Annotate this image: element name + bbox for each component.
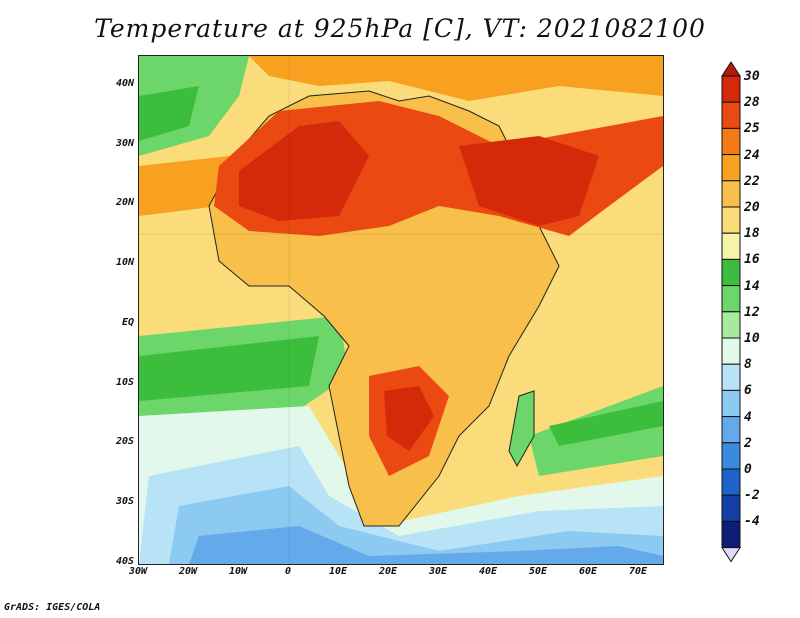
colorbar-swatch (721, 232, 741, 260)
lon-tick-20w: 20W (178, 566, 198, 577)
colorbar-swatch (721, 127, 741, 156)
colorbar-label: 16 (744, 252, 760, 268)
colorbar-label: 25 (744, 121, 760, 137)
colorbar-swatch (721, 337, 741, 365)
colorbar-label: -2 (744, 488, 760, 504)
hot-core-west-sahara (239, 121, 369, 221)
field-indian-ocean-core (549, 401, 663, 446)
colorbar-label: 22 (744, 173, 760, 189)
lon-tick-20e: 20E (378, 566, 398, 577)
colorbar-label: 20 (744, 200, 760, 215)
lat-tick-10s: 10S (115, 377, 134, 388)
colorbar-label: -4 (744, 514, 760, 530)
colorbar-swatch (721, 363, 741, 391)
field-south-atlantic-core (139, 336, 319, 401)
colorbar-swatch (721, 180, 741, 208)
colorbar-label: 28 (744, 95, 760, 111)
colorbar-swatch (721, 468, 741, 496)
lat-tick-eq: EQ (121, 317, 134, 328)
lat-tick-40n: 40N (115, 78, 134, 89)
colorbar-swatch (721, 154, 741, 182)
colorbar-label: 0 (744, 462, 752, 477)
colorbar-label: 6 (744, 383, 752, 399)
colorbar-swatch (721, 520, 741, 549)
lon-tick-10e: 10E (328, 566, 348, 577)
lon-tick-0: 0 (284, 566, 292, 577)
colorbar-swatch (721, 75, 741, 103)
lat-tick-20n: 20N (115, 197, 134, 208)
lon-tick-10w: 10W (228, 566, 248, 577)
colorbar-swatch (721, 416, 741, 444)
madagascar (508, 390, 535, 468)
lon-tick-50e: 50E (528, 566, 548, 577)
colorbar-label: 4 (744, 409, 752, 425)
colorbar-label: 30 (744, 69, 760, 84)
colorbar-label: 2 (744, 435, 752, 451)
colorbar-swatch (721, 311, 741, 339)
lat-tick-40s: 40S (115, 556, 134, 567)
temperature-map (138, 55, 664, 565)
field-north-atlantic-core (139, 86, 199, 141)
colorbar-swatch (721, 101, 741, 129)
field-west-africa-coast (139, 156, 229, 216)
colorbar-label: 12 (744, 304, 760, 320)
lat-tick-20s: 20S (115, 436, 134, 447)
colorbar-swatch (721, 285, 741, 313)
lat-tick-30n: 30N (115, 138, 134, 149)
colorbar-label: 18 (744, 226, 760, 242)
lon-tick-70e: 70E (628, 566, 648, 577)
colorbar-label: 10 (744, 331, 760, 346)
colorbar-swatch (721, 389, 741, 418)
colorbar-swatch (721, 206, 741, 234)
hot-core-southern-africa (384, 386, 434, 451)
hot-core-arabia (459, 136, 599, 226)
lon-tick-60e: 60E (578, 566, 598, 577)
colorbar-label: 24 (744, 147, 760, 163)
colorbar-top-cap (721, 61, 741, 77)
chart-title: Temperature at 925hPa [C], VT: 202108210… (94, 14, 706, 43)
colorbar-label: 8 (744, 357, 752, 373)
grads-credit: GrADS: IGES/COLA (4, 602, 101, 613)
colorbar-swatch (721, 494, 741, 522)
lon-tick-40e: 40E (478, 566, 498, 577)
field-europe-mideast (249, 56, 663, 101)
colorbar-label: 14 (744, 278, 760, 294)
colorbar-swatch (721, 258, 741, 287)
colorbar-bottom-cap (721, 547, 741, 563)
lat-tick-30s: 30S (115, 496, 134, 507)
field-southern-ocean-coldest (189, 526, 663, 564)
lat-tick-10n: 10N (115, 257, 134, 268)
lon-tick-30e: 30E (428, 566, 448, 577)
lon-tick-30w: 30W (128, 566, 148, 577)
colorbar-swatch (721, 442, 741, 470)
